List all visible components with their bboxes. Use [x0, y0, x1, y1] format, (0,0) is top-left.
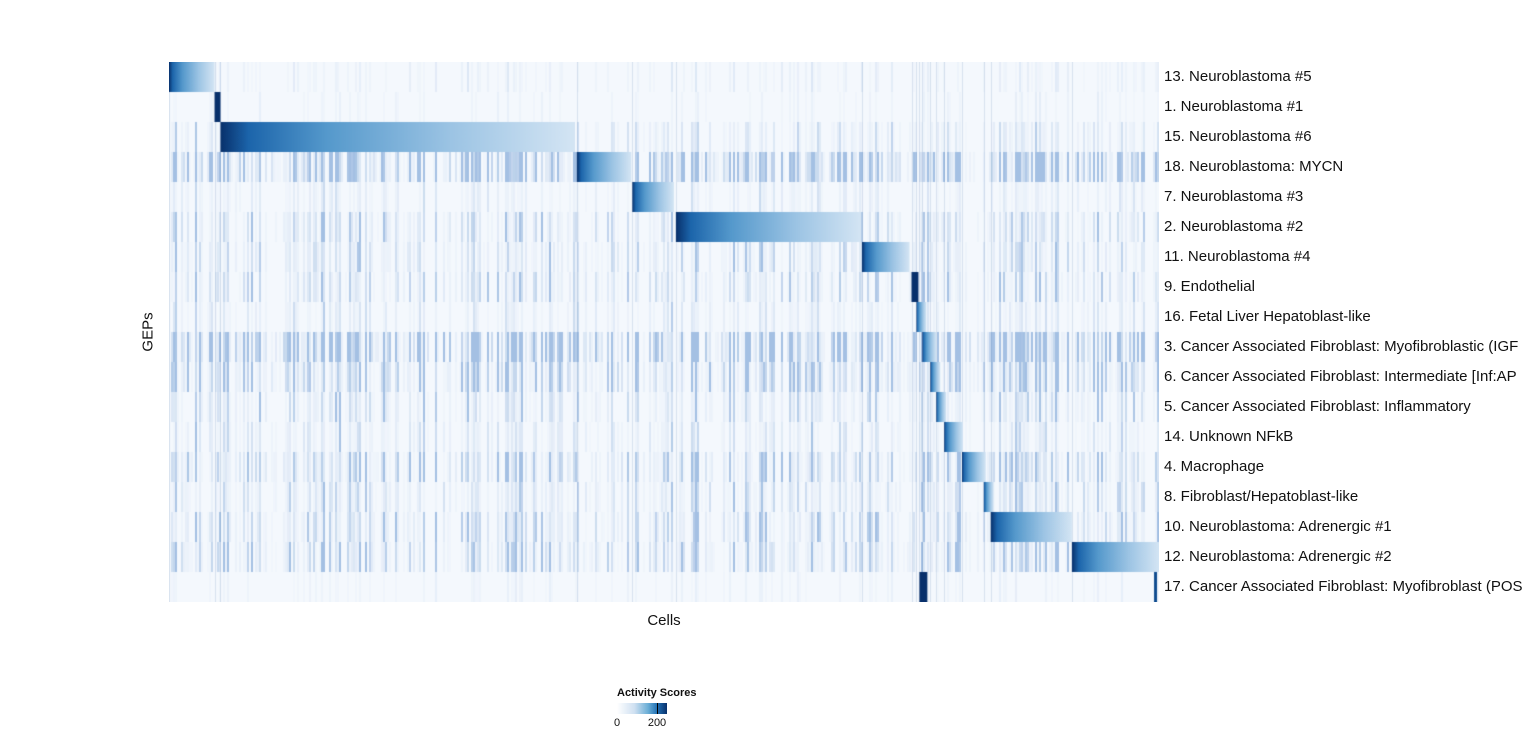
y-axis-label: GEPs	[139, 312, 157, 352]
heatmap-canvas	[169, 62, 1159, 602]
row-label: 18. Neuroblastoma: MYCN	[1164, 158, 1344, 175]
row-label: 5. Cancer Associated Fibroblast: Inflamm…	[1164, 398, 1471, 415]
row-label: 16. Fetal Liver Hepatoblast-like	[1164, 308, 1371, 325]
row-label: 2. Neuroblastoma #2	[1164, 218, 1304, 235]
row-label: 7. Neuroblastoma #3	[1164, 188, 1304, 205]
row-label: 15. Neuroblastoma #6	[1164, 128, 1312, 145]
row-label: 13. Neuroblastoma #5	[1164, 68, 1312, 85]
row-label: 12. Neuroblastoma: Adrenergic #2	[1164, 548, 1392, 565]
row-label: 9. Endothelial	[1164, 278, 1255, 295]
row-label: 10. Neuroblastoma: Adrenergic #1	[1164, 518, 1392, 535]
row-label: 8. Fibroblast/Hepatoblast-like	[1164, 488, 1359, 505]
row-label: 11. Neuroblastoma #4	[1164, 248, 1311, 265]
legend-title: Activity Scores	[617, 687, 697, 699]
legend-max-label: 200	[647, 717, 667, 729]
row-label: 4. Macrophage	[1164, 458, 1265, 475]
row-label: 14. Unknown NFkB	[1164, 428, 1294, 445]
legend-tick-labels: 0 200	[613, 717, 667, 731]
legend: Activity Scores 0 200	[613, 687, 737, 731]
row-label: 3. Cancer Associated Fibroblast: Myofibr…	[1164, 338, 1519, 355]
row-label: 6. Cancer Associated Fibroblast: Interme…	[1164, 368, 1517, 385]
x-axis-label: Cells	[647, 612, 681, 629]
row-label: 17. Cancer Associated Fibroblast: Myofib…	[1164, 578, 1523, 595]
legend-min-label: 0	[613, 717, 621, 729]
row-label: 1. Neuroblastoma #1	[1164, 98, 1304, 115]
legend-colorbar	[617, 703, 667, 714]
legend-tick-mark	[657, 703, 658, 714]
